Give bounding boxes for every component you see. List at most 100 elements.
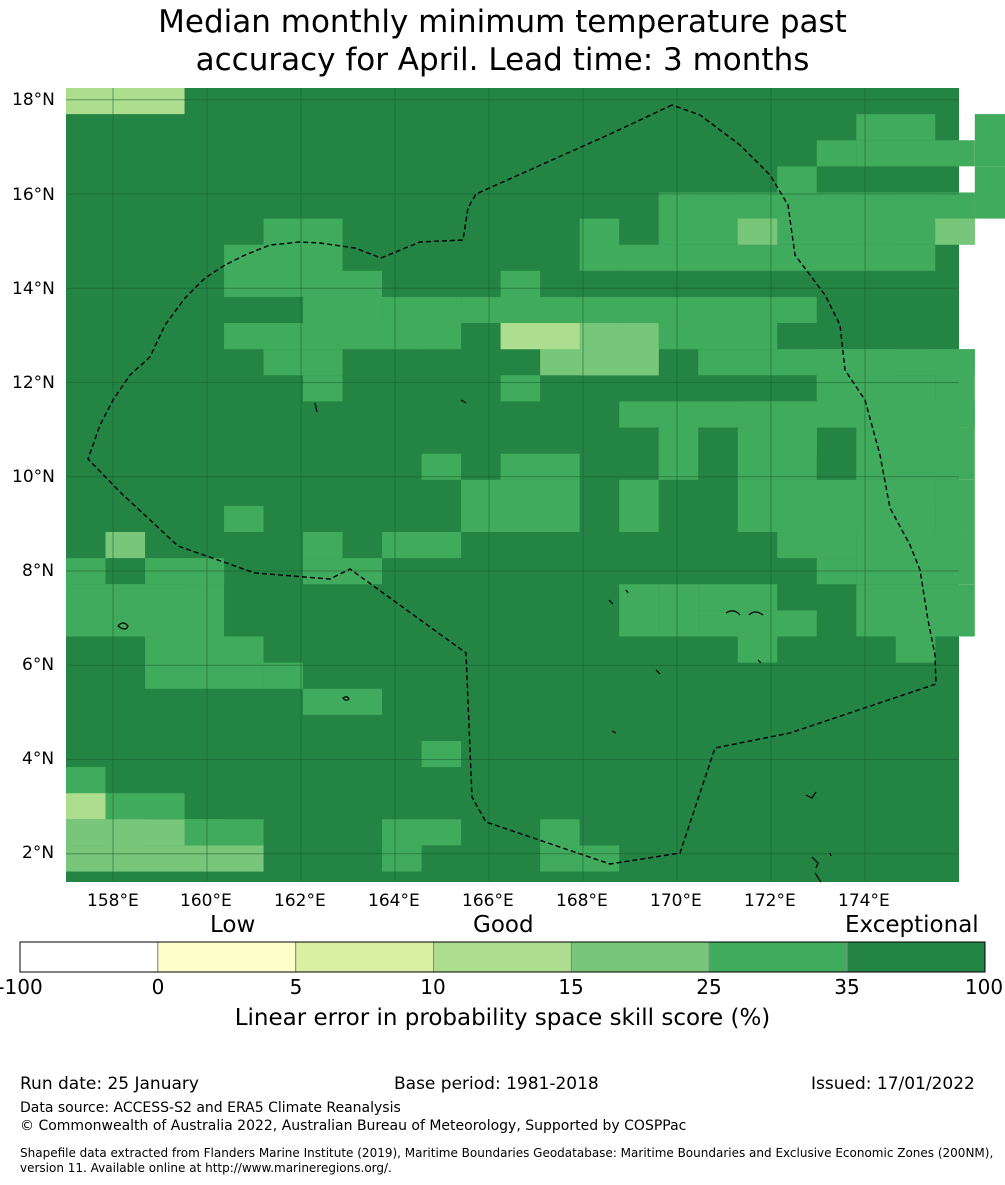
skill-cell	[698, 610, 817, 637]
skill-cell	[737, 427, 817, 480]
shapefile-credit-line-2: version 11. Available online at http://w…	[20, 1161, 392, 1175]
skill-cell	[974, 166, 1005, 219]
skill-cell	[421, 453, 462, 480]
skill-cell	[461, 479, 580, 533]
data-source: Data source: ACCESS-S2 and ERA5 Climate …	[20, 1100, 401, 1116]
lon-label-158E: 158°E	[87, 891, 139, 911]
skill-cell	[856, 114, 936, 141]
skill-cell	[619, 584, 659, 637]
skill-cell	[579, 349, 659, 376]
skill-cell	[382, 845, 422, 872]
colorbar-swatch	[708, 941, 848, 973]
colorbar-tick-10: 10	[420, 975, 446, 999]
skill-cell	[579, 218, 620, 271]
skill-cell	[974, 114, 1005, 167]
skill-cell	[500, 323, 580, 350]
lat-label-8N: 8°N	[22, 561, 55, 581]
skill-cell	[303, 532, 343, 559]
colorbar-swatch	[570, 941, 710, 973]
lon-label-170E: 170°E	[650, 891, 702, 911]
skill-cell	[698, 584, 778, 611]
skill-cell	[66, 584, 225, 637]
lon-label-162E: 162°E	[274, 891, 326, 911]
lat-label-6N: 6°N	[22, 655, 55, 675]
lat-label-2N: 2°N	[22, 843, 55, 863]
lat-label-16N: 16°N	[12, 185, 55, 205]
colorbar-tick-15: 15	[558, 975, 584, 999]
skill-cell	[421, 740, 462, 768]
skill-cell	[66, 845, 264, 872]
skill-cell	[658, 323, 778, 350]
colorbar-tick-0: 0	[151, 975, 165, 999]
skill-cell	[658, 427, 699, 480]
skill-cell	[224, 323, 422, 350]
issued-date: Issued: 17/01/2022	[811, 1074, 975, 1094]
map-gridlines	[66, 88, 959, 882]
skill-cell	[105, 793, 185, 820]
skill-cell	[856, 532, 975, 585]
colorbar-tick-minus100: -100	[0, 975, 43, 999]
colorbar-tick-100: 100	[964, 975, 1004, 999]
skill-cell	[777, 166, 817, 193]
skill-cell	[303, 688, 383, 715]
skill-cell	[382, 532, 462, 559]
lat-label-18N: 18°N	[12, 90, 55, 110]
lon-label-168E: 168°E	[556, 891, 608, 911]
lat-label-10N: 10°N	[12, 467, 55, 487]
skill-cell	[856, 584, 975, 637]
colorbar-tick-25: 25	[696, 975, 722, 999]
skill-cell	[698, 192, 738, 219]
map-title-line-2: accuracy for April. Lead time: 3 months	[195, 42, 810, 78]
skill-cell	[263, 218, 343, 245]
skill-cell	[935, 479, 975, 533]
colorbar-swatch	[295, 941, 435, 973]
colorbar-category-low: Low	[210, 912, 256, 938]
colorbar-swatch	[19, 941, 159, 973]
lon-label-160E: 160°E	[180, 891, 232, 911]
colorbar-tick-5: 5	[289, 975, 303, 999]
colorbar-tick-35: 35	[834, 975, 860, 999]
skill-cell	[856, 140, 975, 167]
skill-cell	[935, 218, 975, 245]
skill-cell	[658, 584, 699, 637]
skill-cell	[145, 636, 264, 689]
skill-cell	[224, 505, 264, 533]
colorbar-outline	[19, 941, 986, 973]
colorbar	[19, 941, 986, 973]
lat-label-4N: 4°N	[22, 749, 55, 769]
run-date: Run date: 25 January	[20, 1074, 199, 1094]
skill-cell	[105, 532, 146, 559]
colorbar-category-exceptional: Exceptional	[845, 912, 979, 938]
lon-label-172E: 172°E	[744, 891, 796, 911]
skill-cell	[737, 479, 936, 533]
skill-score-grid	[66, 88, 1005, 872]
base-period: Base period: 1981-2018	[394, 1074, 599, 1094]
colorbar-category-good: Good	[473, 912, 534, 938]
skill-cell	[895, 636, 936, 663]
skill-cell	[895, 401, 975, 428]
skill-cell	[303, 270, 383, 324]
lon-label-164E: 164°E	[368, 891, 420, 911]
map-title-line-1: Median monthly minimum temperature past	[158, 4, 847, 40]
colorbar-swatch	[433, 941, 572, 973]
skill-cell	[105, 819, 146, 846]
skill-cell	[619, 244, 936, 271]
skill-cell	[303, 375, 343, 402]
skill-cell	[382, 819, 462, 846]
skill-cell	[500, 375, 541, 402]
skill-cell	[856, 427, 975, 480]
island-outlines	[117, 399, 832, 883]
skill-cell	[540, 845, 620, 872]
skill-cell	[66, 88, 185, 115]
skill-cell	[619, 479, 659, 533]
lon-label-174E: 174°E	[838, 891, 890, 911]
skill-cell	[816, 140, 857, 167]
skill-cell	[540, 819, 580, 846]
skill-cell	[263, 349, 343, 376]
eez-boundary	[87, 104, 937, 865]
skill-cell	[500, 453, 580, 480]
colorbar-title: Linear error in probability space skill …	[234, 1005, 771, 1031]
skill-cell	[500, 270, 541, 324]
copyright: © Commonwealth of Australia 2022, Austra…	[20, 1118, 687, 1134]
